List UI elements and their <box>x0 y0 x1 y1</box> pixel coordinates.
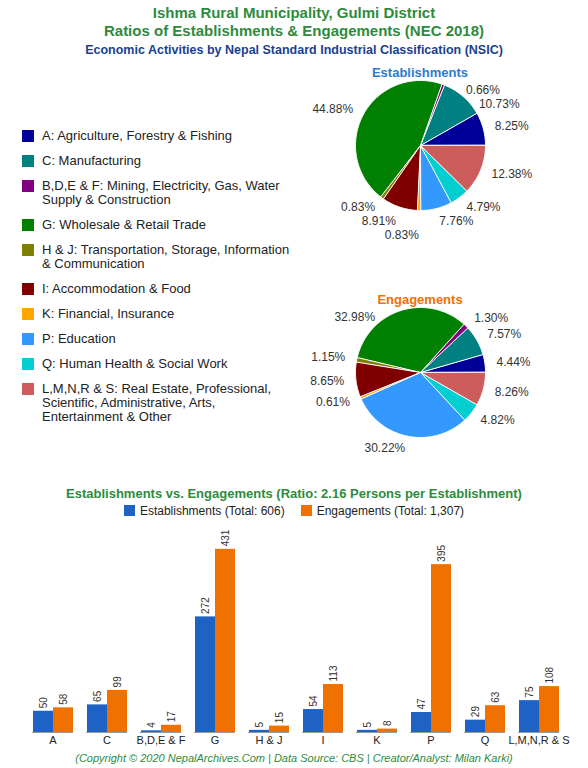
svg-text:Q: Q <box>481 734 490 746</box>
svg-text:G: G <box>211 734 220 746</box>
svg-text:1.30%: 1.30% <box>474 311 508 325</box>
svg-text:4.79%: 4.79% <box>466 200 500 214</box>
svg-text:8.91%: 8.91% <box>362 214 396 228</box>
html-text:(Copyright © 2020 NepalArchive: (Copyright © 2020 NepalArchives.Com | Da… <box>75 752 513 764</box>
svg-text:8.25%: 8.25% <box>495 119 529 133</box>
html-text:H & J: Transportation, Storage: H & J: Transportation, Storage, Informat… <box>42 242 290 271</box>
svg-text:29: 29 <box>470 706 481 718</box>
svg-text:108: 108 <box>544 666 555 683</box>
svg-text:B,D,E & F: B,D,E & F <box>137 734 186 746</box>
svg-text:L,M,N,R & S: L,M,N,R & S <box>508 734 569 746</box>
svg-text:8.26%: 8.26% <box>495 385 529 399</box>
html-text:Q: Human Health & Social Work: Q: Human Health & Social Work <box>42 356 228 371</box>
svg-text:0.83%: 0.83% <box>341 200 375 214</box>
svg-text:P: P <box>427 734 434 746</box>
svg-text:5: 5 <box>362 721 373 727</box>
html-text:A: Agriculture, Forestry & Fis: A: Agriculture, Forestry & Fishing <box>42 128 232 143</box>
svg-text:5: 5 <box>254 721 265 727</box>
html-text:Establishments vs. Engagements: Establishments vs. Engagements (Ratio: 2… <box>66 486 522 501</box>
svg-text:8: 8 <box>382 720 393 726</box>
svg-text:4.44%: 4.44% <box>496 355 530 369</box>
svg-text:431: 431 <box>220 529 231 546</box>
svg-text:63: 63 <box>490 691 501 703</box>
svg-text:7.57%: 7.57% <box>487 327 521 341</box>
svg-text:12.38%: 12.38% <box>491 167 532 181</box>
html-text:Ratios of Establishments & Eng: Ratios of Establishments & Engagements (… <box>104 22 484 39</box>
svg-text:8.65%: 8.65% <box>310 374 344 388</box>
svg-text:I: I <box>321 734 324 746</box>
svg-text:A: A <box>49 734 57 746</box>
svg-text:0.83%: 0.83% <box>385 228 419 242</box>
svg-text:10.73%: 10.73% <box>479 97 520 111</box>
svg-text:4: 4 <box>146 722 157 728</box>
svg-text:30.22%: 30.22% <box>365 441 406 455</box>
html-text:L,M,N,R & S: Real Estate, Prof: L,M,N,R & S: Real Estate, Professional, … <box>42 381 271 424</box>
svg-text:54: 54 <box>308 695 319 707</box>
svg-text:395: 395 <box>436 545 447 562</box>
html-text:Economic Activities by Nepal S: Economic Activities by Nepal Standard In… <box>85 43 503 57</box>
svg-text:44.88%: 44.88% <box>312 102 353 116</box>
svg-text:47: 47 <box>416 698 427 710</box>
svg-text:113: 113 <box>328 665 339 681</box>
svg-text:H & J: H & J <box>256 734 283 746</box>
html-text:Engagements: Engagements <box>377 292 463 307</box>
html-text:Ishma Rural Municipality, Gulm: Ishma Rural Municipality, Gulmi District <box>152 4 436 21</box>
svg-text:50: 50 <box>38 697 49 709</box>
html-text:B,D,E & F: Mining, Electricity: B,D,E & F: Mining, Electricity, Gas, Wat… <box>42 178 280 207</box>
svg-text:65: 65 <box>92 690 103 702</box>
svg-text:C: C <box>103 734 111 746</box>
svg-text:4.82%: 4.82% <box>481 413 515 427</box>
svg-text:0.66%: 0.66% <box>466 83 500 97</box>
html-text:P: Education: P: Education <box>42 331 116 346</box>
svg-text:99: 99 <box>112 676 123 688</box>
svg-text:0.61%: 0.61% <box>316 395 350 409</box>
svg-text:7.76%: 7.76% <box>439 214 473 228</box>
svg-text:K: K <box>373 734 381 746</box>
html-text:K: Financial, Insurance: K: Financial, Insurance <box>42 306 175 321</box>
svg-text:75: 75 <box>524 686 535 698</box>
html-text:G: Wholesale & Retail Trade: G: Wholesale & Retail Trade <box>42 217 206 232</box>
svg-text:17: 17 <box>166 711 177 723</box>
html-text:Engagements (Total: 1,307): Engagements (Total: 1,307) <box>316 504 465 518</box>
html-text:Establishments: Establishments <box>372 65 468 80</box>
html-text:C: Manufacturing: C: Manufacturing <box>42 153 141 168</box>
svg-text:15: 15 <box>274 712 285 724</box>
svg-text:58: 58 <box>58 693 69 705</box>
html-text:Establishments (Total: 606): Establishments (Total: 606) <box>139 504 285 518</box>
html-text:I: Accommodation & Food: I: Accommodation & Food <box>42 281 191 296</box>
svg-text:1.15%: 1.15% <box>311 350 345 364</box>
svg-text:32.98%: 32.98% <box>334 310 375 324</box>
svg-text:272: 272 <box>200 597 211 614</box>
